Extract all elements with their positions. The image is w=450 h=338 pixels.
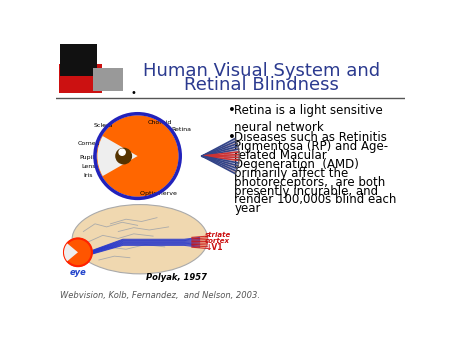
Text: Cornea: Cornea <box>78 141 100 146</box>
Ellipse shape <box>72 204 208 274</box>
Text: presently incurable, and: presently incurable, and <box>234 185 378 197</box>
Text: Polyak, 1957: Polyak, 1957 <box>146 273 207 282</box>
FancyBboxPatch shape <box>59 64 102 93</box>
Circle shape <box>64 238 92 266</box>
Wedge shape <box>64 243 78 261</box>
Text: Iris: Iris <box>83 173 93 178</box>
Text: Webvision, Kolb, Fernandez,  and Nelson, 2003.: Webvision, Kolb, Fernandez, and Nelson, … <box>60 291 260 300</box>
Text: Diseases such as Retinitis: Diseases such as Retinitis <box>234 131 387 144</box>
Circle shape <box>97 116 178 196</box>
Text: Pupil: Pupil <box>80 154 94 160</box>
Text: Optic nerve: Optic nerve <box>140 192 177 196</box>
Text: Retinal Blindness: Retinal Blindness <box>184 76 339 94</box>
Text: •: • <box>228 131 236 144</box>
Circle shape <box>116 148 131 164</box>
FancyBboxPatch shape <box>94 68 123 91</box>
Text: Choroid: Choroid <box>148 120 172 125</box>
Text: related Macular: related Macular <box>234 149 327 162</box>
Text: Retina: Retina <box>171 127 191 132</box>
Text: eye: eye <box>70 268 86 277</box>
Text: Pigmentosa (RP) and Age-: Pigmentosa (RP) and Age- <box>234 140 389 153</box>
Text: ↓V1: ↓V1 <box>205 243 223 252</box>
Text: •: • <box>131 88 137 98</box>
Text: •: • <box>228 104 236 117</box>
Text: Lens: Lens <box>82 164 96 169</box>
Text: Degeneration  (AMD): Degeneration (AMD) <box>234 158 360 171</box>
Text: year: year <box>234 202 261 215</box>
Wedge shape <box>97 136 138 176</box>
Text: Sclera: Sclera <box>94 123 113 128</box>
Text: render 100,000s blind each: render 100,000s blind each <box>234 193 397 207</box>
Text: primarily affect the: primarily affect the <box>234 167 349 180</box>
Text: photoreceptors,  are both: photoreceptors, are both <box>234 176 386 189</box>
Text: Human Visual System and: Human Visual System and <box>143 62 380 80</box>
Text: Retina is a light sensitive
neural network: Retina is a light sensitive neural netwo… <box>234 104 383 134</box>
Text: striate
cortex: striate cortex <box>205 232 231 244</box>
FancyBboxPatch shape <box>60 44 97 76</box>
Circle shape <box>119 149 125 155</box>
